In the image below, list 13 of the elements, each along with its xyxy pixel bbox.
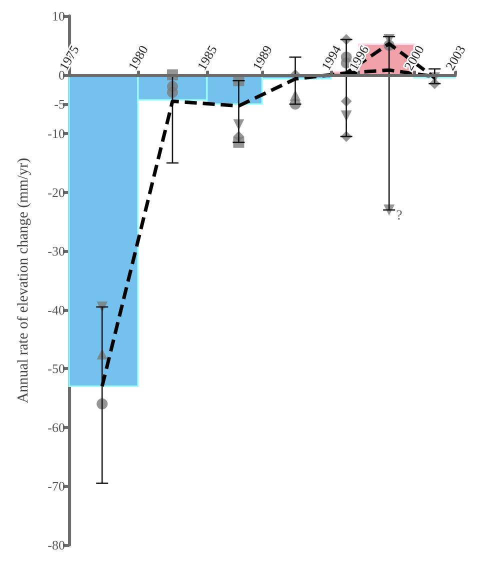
y-tick-label: -30 <box>48 244 65 259</box>
y-axis-title: Annual rate of elevation change (mm/yr) <box>16 158 32 404</box>
y-tick-label: -40 <box>48 302 65 318</box>
y-tick-label: -10 <box>48 126 65 142</box>
annotation: ? <box>396 208 402 224</box>
y-tick-label: -20 <box>48 184 65 200</box>
y-tick-label: -5 <box>54 96 65 112</box>
y-tick-label: 0 <box>58 67 65 82</box>
y-tick-label: -70 <box>48 478 65 494</box>
y-tick-label: 10 <box>52 8 65 24</box>
y-tick-label: -50 <box>48 361 65 376</box>
y-tick-label: -60 <box>48 420 65 435</box>
y-tick-label: -80 <box>48 538 65 552</box>
